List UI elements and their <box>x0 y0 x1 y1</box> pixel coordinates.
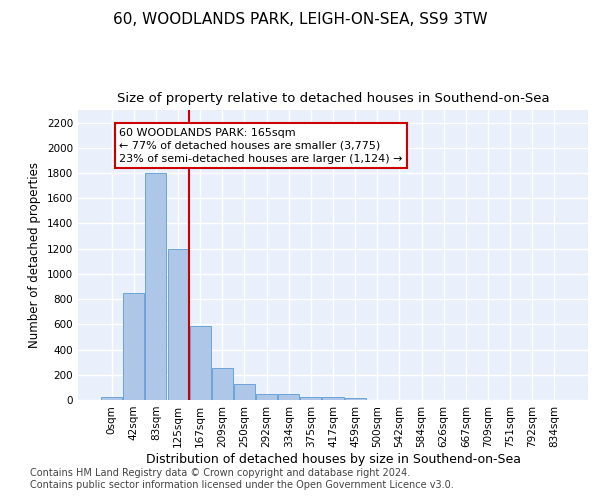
X-axis label: Distribution of detached houses by size in Southend-on-Sea: Distribution of detached houses by size … <box>146 452 521 466</box>
Bar <box>145 173 166 400</box>
Bar <box>234 384 255 400</box>
Bar <box>190 326 211 400</box>
Text: 60, WOODLANDS PARK, LEIGH-ON-SEA, SS9 3TW: 60, WOODLANDS PARK, LEIGH-ON-SEA, SS9 3T… <box>113 12 487 28</box>
Bar <box>124 293 145 400</box>
Bar <box>278 394 299 400</box>
Bar <box>101 397 122 400</box>
Text: Contains HM Land Registry data © Crown copyright and database right 2024.
Contai: Contains HM Land Registry data © Crown c… <box>30 468 454 490</box>
Bar <box>212 368 233 400</box>
Title: Size of property relative to detached houses in Southend-on-Sea: Size of property relative to detached ho… <box>116 92 550 104</box>
Bar <box>301 397 322 400</box>
Bar <box>322 398 344 400</box>
Text: 60 WOODLANDS PARK: 165sqm
← 77% of detached houses are smaller (3,775)
23% of se: 60 WOODLANDS PARK: 165sqm ← 77% of detac… <box>119 128 403 164</box>
Y-axis label: Number of detached properties: Number of detached properties <box>28 162 41 348</box>
Bar <box>256 394 277 400</box>
Bar <box>167 248 188 400</box>
Bar <box>344 398 365 400</box>
